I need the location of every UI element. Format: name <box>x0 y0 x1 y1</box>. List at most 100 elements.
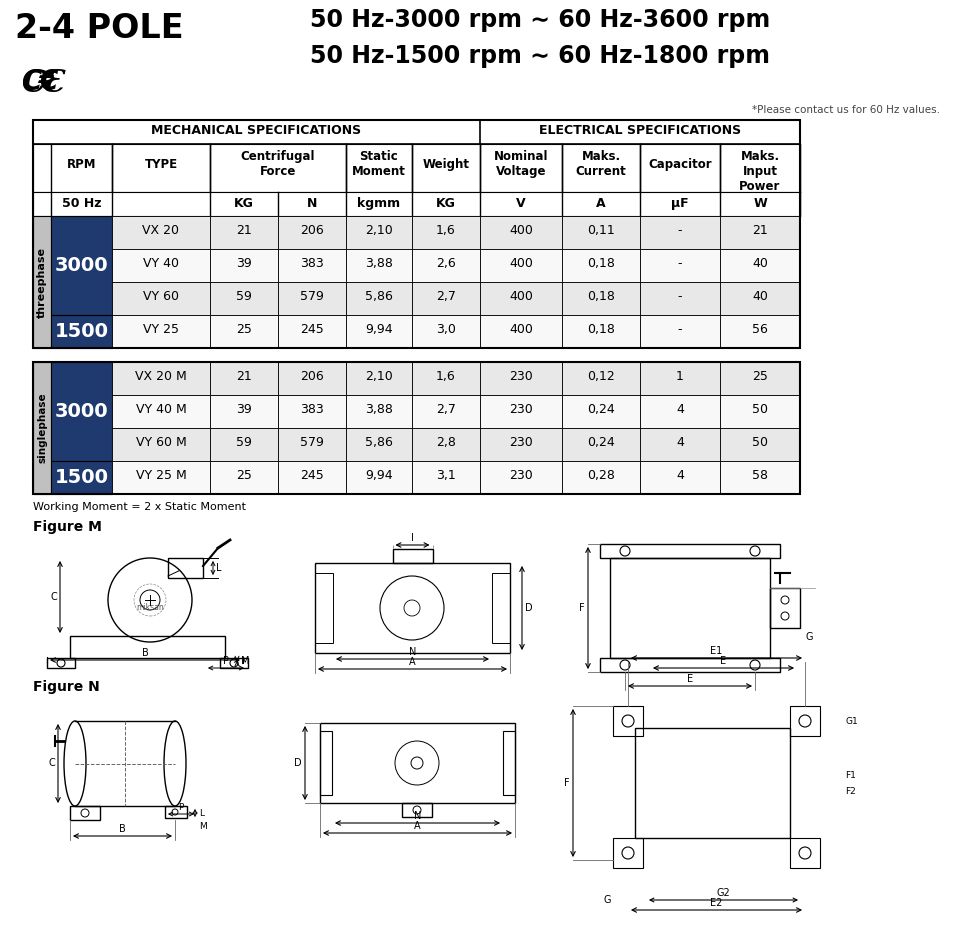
Bar <box>210 315 278 348</box>
Text: C: C <box>50 592 57 602</box>
Bar <box>278 362 346 395</box>
Text: VY 25 M: VY 25 M <box>135 469 186 482</box>
Bar <box>165 806 187 818</box>
Bar <box>412 282 480 315</box>
Text: threephase: threephase <box>37 247 47 317</box>
Text: 3,1: 3,1 <box>436 469 456 482</box>
Bar <box>640 461 720 494</box>
Text: μF: μF <box>671 197 689 210</box>
Text: -: - <box>678 290 683 303</box>
Text: VY 40: VY 40 <box>143 257 179 270</box>
Text: 58: 58 <box>752 469 768 482</box>
Text: RPM: RPM <box>67 158 96 171</box>
Bar <box>640 216 720 249</box>
Bar <box>112 461 210 494</box>
Bar <box>720 282 800 315</box>
Bar <box>480 249 562 282</box>
Bar <box>315 573 333 643</box>
Text: 50 Hz: 50 Hz <box>61 197 101 210</box>
Text: 2,6: 2,6 <box>436 257 456 270</box>
Text: 2-4 POLE: 2-4 POLE <box>15 12 183 45</box>
Text: 25: 25 <box>752 370 768 383</box>
Bar <box>112 249 210 282</box>
Bar <box>210 362 278 395</box>
Bar <box>220 658 248 668</box>
Bar <box>70 806 100 820</box>
Text: 0,18: 0,18 <box>588 290 615 303</box>
Bar <box>562 461 640 494</box>
Bar <box>720 428 800 461</box>
Text: P: P <box>179 803 183 812</box>
Bar <box>51 461 112 494</box>
Bar <box>412 395 480 428</box>
Text: -: - <box>678 224 683 237</box>
Bar <box>33 144 800 192</box>
Text: 21: 21 <box>236 224 252 237</box>
Text: 383: 383 <box>300 403 324 416</box>
Text: 50 Hz-3000 rpm ∼ 60 Hz-3600 rpm: 50 Hz-3000 rpm ∼ 60 Hz-3600 rpm <box>310 8 770 32</box>
Bar <box>412 362 480 395</box>
Text: 3,0: 3,0 <box>436 323 456 336</box>
Bar <box>640 395 720 428</box>
Text: 40: 40 <box>752 290 768 303</box>
Text: 230: 230 <box>509 370 533 383</box>
Bar <box>112 216 210 249</box>
Text: 9,94: 9,94 <box>365 323 393 336</box>
Bar <box>33 216 51 348</box>
Bar <box>278 315 346 348</box>
Text: 5,86: 5,86 <box>365 290 393 303</box>
Bar <box>562 249 640 282</box>
Bar <box>640 362 720 395</box>
Bar <box>562 362 640 395</box>
Text: KG: KG <box>436 197 456 210</box>
Bar <box>320 723 515 803</box>
Bar <box>346 428 412 461</box>
Text: A: A <box>409 657 416 667</box>
Text: 59: 59 <box>236 436 252 449</box>
Bar <box>790 838 820 868</box>
Text: VY 25: VY 25 <box>143 323 179 336</box>
Text: ELECTRICAL SPECIFICATIONS: ELECTRICAL SPECIFICATIONS <box>539 124 741 137</box>
Text: 3,88: 3,88 <box>365 403 393 416</box>
Bar <box>210 428 278 461</box>
Text: €: € <box>38 68 58 96</box>
Bar <box>393 549 433 563</box>
Text: 2,7: 2,7 <box>436 403 456 416</box>
Text: 0,18: 0,18 <box>588 257 615 270</box>
Bar <box>33 192 800 216</box>
Bar <box>51 362 112 461</box>
Bar <box>640 315 720 348</box>
Text: 579: 579 <box>300 436 324 449</box>
Bar <box>640 282 720 315</box>
Text: N: N <box>307 197 317 210</box>
Text: C: C <box>22 68 42 96</box>
Text: 59: 59 <box>236 290 252 303</box>
Bar <box>346 461 412 494</box>
Bar <box>720 216 800 249</box>
Text: 400: 400 <box>509 224 533 237</box>
Text: F: F <box>564 778 570 788</box>
Text: F: F <box>580 603 585 613</box>
Text: 400: 400 <box>509 323 533 336</box>
Bar <box>210 216 278 249</box>
Bar <box>210 395 278 428</box>
Bar <box>278 249 346 282</box>
Text: L: L <box>199 808 204 818</box>
Text: 1,6: 1,6 <box>436 370 456 383</box>
Text: B: B <box>142 648 149 658</box>
Text: E: E <box>720 656 727 666</box>
Text: F2: F2 <box>845 787 855 795</box>
Text: Nominal
Voltage: Nominal Voltage <box>493 150 548 178</box>
Bar <box>402 803 432 817</box>
Text: 383: 383 <box>300 257 324 270</box>
Bar <box>210 282 278 315</box>
Bar <box>480 216 562 249</box>
Bar <box>210 461 278 494</box>
Bar <box>112 395 210 428</box>
Text: VY 40 M: VY 40 M <box>135 403 186 416</box>
Bar <box>480 461 562 494</box>
Bar <box>720 315 800 348</box>
Text: 2,10: 2,10 <box>365 370 393 383</box>
Text: 230: 230 <box>509 436 533 449</box>
Text: 1,6: 1,6 <box>436 224 456 237</box>
